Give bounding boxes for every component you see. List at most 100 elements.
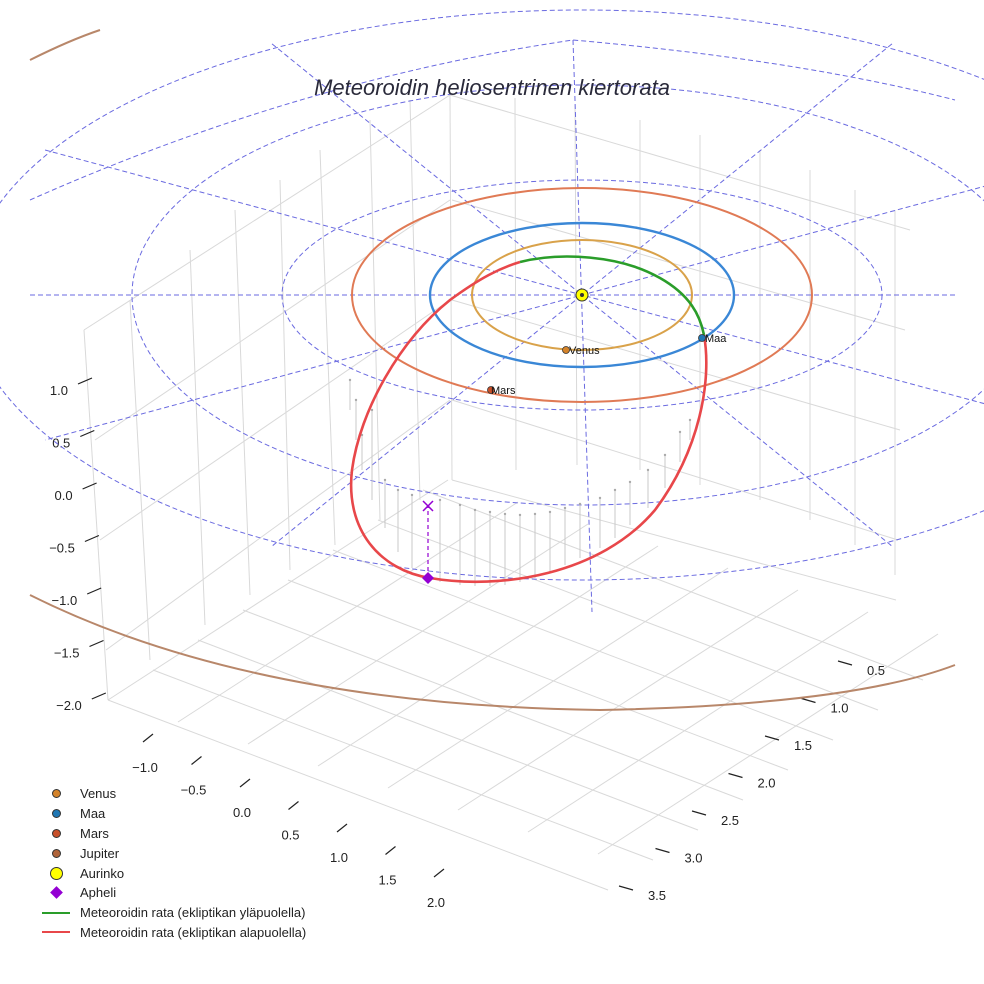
tick-label: −0.5 [181, 783, 207, 798]
legend-symbol [40, 806, 72, 822]
planet-orbit-maa [428, 221, 736, 369]
tick-mark [837, 660, 853, 666]
legend-diamond [49, 886, 63, 900]
tick-label: 1.5 [378, 873, 396, 888]
stem-tip [473, 508, 477, 512]
chart-title: Meteoroidin heliosentrinen kiertorata [314, 75, 670, 100]
grid-line [332, 549, 834, 741]
grid-line [451, 199, 906, 331]
tick-label: 3.0 [684, 851, 702, 866]
tick-mark [655, 847, 670, 854]
grid-line [597, 633, 939, 855]
planet-label-maa: Maa [705, 333, 727, 345]
tick-mark [691, 810, 707, 816]
grid-line [409, 99, 421, 501]
grid-line [574, 104, 578, 466]
grid-line [422, 489, 924, 681]
tick-mark [91, 692, 107, 700]
grid-line [94, 199, 451, 441]
stem-tip [396, 488, 400, 492]
tick-mark [86, 587, 102, 595]
grid-line [457, 589, 799, 811]
tick-label: 1.5 [794, 738, 812, 753]
legend-symbol [40, 885, 72, 901]
legend-label: Meteoroidin rata (ekliptikan alapuolella… [80, 924, 307, 940]
grid-line [234, 209, 251, 596]
legend-label: Venus [80, 786, 117, 802]
planet-orbit-jupiter [29, 594, 956, 712]
meteoroid-orbit-below [349, 260, 708, 584]
stem-tip [678, 430, 682, 434]
tick-label: 0.0 [233, 805, 251, 820]
legend-label: Meteoroidin rata (ekliptikan yläpuolella… [80, 905, 306, 921]
tick-label: 0.5 [867, 663, 885, 678]
tick-label: 0.5 [52, 436, 70, 451]
grid-line [279, 179, 291, 571]
grid-line [451, 479, 897, 601]
stem-tip [354, 398, 358, 402]
tick-mark [336, 823, 348, 833]
reference-spoke [271, 43, 893, 547]
tick-label: 3.5 [648, 888, 666, 903]
legend-label: Aurinko [80, 865, 125, 881]
stem-tip [548, 510, 552, 514]
legend-item: Jupiter [40, 843, 306, 863]
tick-label: 2.5 [721, 813, 739, 828]
legend-symbol [40, 865, 72, 881]
planet-orbit-jupiter [29, 29, 101, 61]
tick-mark [728, 772, 743, 779]
tick-mark [385, 846, 396, 855]
aphelion-projection-x [422, 500, 434, 512]
stem-lines [348, 378, 692, 586]
tick-label: −0.5 [49, 541, 75, 556]
tick-mark [142, 733, 154, 743]
planet-marker-maa [698, 334, 706, 342]
legend-dot [51, 848, 61, 858]
grid-line [387, 567, 729, 789]
tick-mark [191, 756, 202, 765]
stem-tip [438, 498, 442, 502]
stem-tip [383, 478, 387, 482]
stem-tip [578, 502, 582, 506]
legend-item: Apheli [40, 883, 306, 903]
legend-dot [51, 809, 61, 819]
grid-line [514, 97, 517, 471]
stem-tip [503, 512, 507, 516]
tick-label: 1.0 [330, 850, 348, 865]
legend-label: Jupiter [80, 845, 120, 861]
tick-label: 0.5 [281, 828, 299, 843]
stem-tip [533, 512, 537, 516]
legend-item: Venus [40, 784, 306, 804]
grid-line [449, 94, 911, 231]
tick-label: 2.0 [757, 776, 775, 791]
legend-label: Maa [80, 806, 106, 822]
stem-tip [348, 378, 352, 382]
meteoroid-orbit-above [519, 255, 706, 336]
planet-label-mars: Mars [491, 385, 516, 397]
stem-tip [563, 506, 567, 510]
tick-mark [82, 482, 97, 490]
tick-mark [618, 885, 634, 891]
tick-label: −1.5 [54, 646, 80, 661]
tick-label: 1.0 [830, 701, 848, 716]
grid-line [107, 699, 609, 891]
axis-ticks: 1.0 0.5 0.0 −0.5 −1.0 −1.5 −2.0 −1.0 −0.5 0.0 0.5 1… [49, 377, 885, 910]
stem-tip [518, 513, 522, 517]
reference-spoke [572, 39, 593, 613]
grid-line [83, 329, 109, 701]
legend-label: Apheli [80, 885, 117, 901]
legend-symbol [40, 845, 72, 861]
legend-line [42, 931, 70, 934]
tick-label: 0.0 [55, 488, 73, 503]
grid-line [189, 249, 206, 626]
legend-item: Mars [40, 824, 306, 844]
tick-label: −2.0 [56, 698, 82, 713]
legend-line [42, 911, 70, 914]
tick-label: 1.0 [50, 383, 68, 398]
stem-tip [663, 453, 667, 457]
stem-tip [646, 468, 650, 472]
tick-label: 2.0 [427, 895, 445, 910]
planet-orbit-mars [351, 187, 813, 403]
legend-symbol [40, 786, 72, 802]
